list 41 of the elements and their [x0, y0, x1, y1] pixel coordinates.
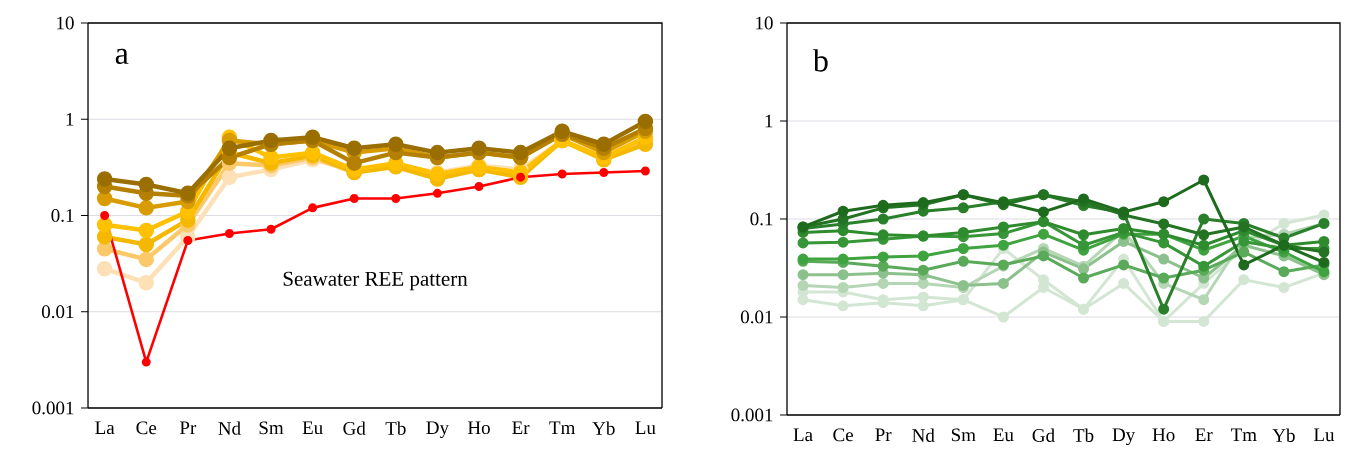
y-tick-label: 0.01	[740, 310, 773, 324]
y-tick-label: 1	[765, 114, 773, 128]
x-tick-label: Eu	[993, 428, 1014, 442]
text: b	[812, 49, 828, 72]
y-tick-label: 0.001	[32, 401, 74, 415]
annotation: Seawater REE pattern	[283, 271, 468, 291]
x-tick-label: Nd	[218, 421, 241, 435]
y-tick-label: 10	[756, 16, 773, 30]
x-tick-label: La	[793, 428, 813, 442]
y-tick-label: 1	[66, 112, 74, 126]
y-tick-label: 0.1	[51, 209, 74, 222]
x-tick-label: Pr	[875, 428, 892, 441]
x-tick-label: Yb	[1272, 428, 1295, 442]
x-tick-label: Dy	[1112, 428, 1136, 446]
x-tick-label: Yb	[592, 421, 615, 435]
y-tick-label: 0.1	[750, 212, 773, 226]
x-tick-label: Sm	[259, 421, 284, 435]
x-tick-label: Gd	[343, 421, 366, 435]
x-tick-label: Tb	[385, 421, 406, 435]
x-tick-label: Tb	[1073, 428, 1094, 442]
x-tick-label: Sm	[951, 428, 976, 442]
x-tick-label: Lu	[635, 421, 656, 435]
x-tick-label: Ce	[833, 428, 853, 442]
y-tick-label: 0.001	[731, 408, 773, 422]
x-tick-label: La	[95, 421, 115, 435]
x-tick-label: Er	[512, 421, 530, 434]
text: a	[115, 48, 129, 65]
x-tick-label: Eu	[302, 421, 323, 435]
y-tick-label: 0.01	[41, 305, 74, 319]
x-tick-label: Tm	[1230, 428, 1257, 441]
x-tick-label: Dy	[426, 421, 449, 438]
x-tick-label: Tm	[549, 421, 576, 434]
x-tick-label: Ce	[136, 421, 157, 435]
x-tick-label: Lu	[1313, 428, 1335, 442]
x-tick-label: Ho	[1152, 428, 1175, 442]
x-tick-label: Nd	[912, 428, 935, 442]
x-tick-label: Er	[1195, 428, 1213, 441]
x-tick-label: Ho	[467, 421, 490, 435]
y-tick-label: 10	[57, 16, 74, 30]
x-tick-label: Gd	[1032, 428, 1055, 442]
x-tick-label: Pr	[179, 421, 197, 434]
